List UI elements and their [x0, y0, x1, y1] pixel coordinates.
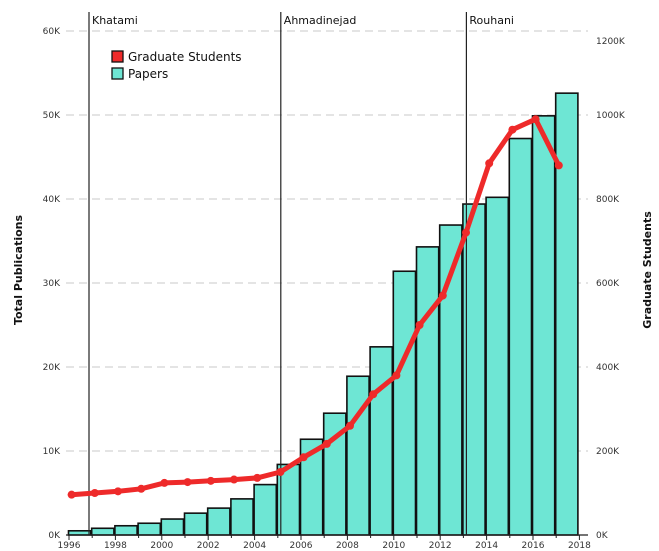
line-layer	[67, 115, 563, 499]
legend-label-graduate-students: Graduate Students	[128, 50, 242, 64]
y-axis-title: Total Publications	[12, 215, 25, 326]
point-graduate-students-1998	[114, 487, 122, 496]
bar-papers-2004	[253, 483, 278, 536]
point-graduate-students-2000	[160, 478, 169, 487]
bars-layer	[67, 92, 579, 536]
x-tick-label: 2004	[243, 541, 266, 551]
bar-papers-2010	[392, 270, 417, 536]
bar-papers-2002	[206, 507, 231, 536]
bar-papers-2017	[554, 92, 579, 536]
x-tick-label: 2000	[150, 541, 173, 551]
bar-papers-2009	[369, 346, 394, 536]
point-graduate-students-2010	[392, 371, 401, 380]
point-graduate-students-2012	[438, 291, 447, 300]
x-tick-label: 2016	[522, 541, 545, 551]
y-tick-label: 30K	[43, 279, 61, 289]
bar-papers-1999	[137, 522, 162, 536]
point-graduate-students-2014	[485, 159, 494, 168]
axes-layer: 0K 10K 20K 30K 40K 50K 60K 0K 200K 400K 600K 800K 10…	[43, 27, 626, 551]
bar-papers-2001	[183, 512, 208, 536]
x-tick-label: 2008	[336, 541, 359, 551]
y2-tick-label: 0K	[596, 531, 609, 541]
point-graduate-students-2016	[531, 115, 540, 124]
line-graduate-students	[69, 116, 562, 498]
y2-tick-label: 800K	[596, 195, 620, 205]
point-graduate-students-2008	[346, 421, 354, 430]
x-tick-label: 2018	[568, 541, 591, 551]
y2-tick-label: 1200K	[596, 37, 626, 47]
eras-layer: Khatami Ahmadinejad Rouhani	[88, 12, 514, 535]
point-graduate-students-1999	[137, 484, 146, 493]
y2-axis-title: Graduate Students	[641, 211, 654, 329]
x-tick-label: 1996	[58, 541, 81, 551]
point-graduate-students-2009	[369, 390, 378, 399]
y-tick-label: 60K	[43, 27, 61, 37]
point-graduate-students-1996	[67, 490, 76, 499]
y-tick-label: 0K	[48, 531, 61, 541]
y-tick-label: 10K	[43, 447, 61, 457]
bar-papers-2015	[508, 137, 533, 536]
bar-papers-2008	[346, 375, 370, 536]
x-tick-label: 2006	[290, 541, 313, 551]
x-tick-label: 1998	[104, 541, 127, 551]
point-graduate-students-2007	[322, 439, 331, 448]
y-tick-label: 40K	[43, 195, 61, 205]
bar-papers-2003	[230, 498, 254, 536]
x-tick-label: 2014	[475, 541, 498, 551]
point-graduate-students-1997	[90, 489, 99, 497]
y2-tick-label: 400K	[596, 363, 620, 373]
x-tick-label: 2010	[382, 541, 405, 551]
x-tick-label: 2002	[197, 541, 220, 551]
x-tick-label: 2012	[429, 541, 452, 551]
y2-tick-label: 600K	[596, 279, 620, 289]
bar-papers-1998	[114, 524, 138, 536]
bar-papers-2011	[415, 246, 440, 536]
era-label-khatami: Khatami	[92, 14, 138, 27]
era-label-ahmadinejad: Ahmadinejad	[284, 14, 357, 27]
y2-tick-label: 1000K	[596, 111, 626, 121]
legend-swatch-papers	[111, 67, 124, 80]
bar-papers-2014	[485, 196, 510, 536]
bar-papers-2000	[160, 518, 185, 536]
legend-label-papers: Papers	[128, 67, 168, 81]
point-graduate-students-2017	[554, 161, 563, 170]
point-graduate-students-2003	[230, 475, 238, 484]
point-graduate-students-2006	[299, 453, 308, 462]
point-graduate-students-2013	[462, 228, 470, 237]
point-graduate-students-2004	[253, 473, 262, 482]
era-label-rouhani: Rouhani	[469, 14, 514, 27]
y-tick-label: 50K	[43, 111, 61, 121]
bar-papers-1997	[90, 527, 115, 536]
point-graduate-students-2002	[206, 476, 215, 485]
point-graduate-students-2005	[276, 468, 285, 476]
y-tick-label: 20K	[43, 363, 61, 373]
bar-papers-2016	[531, 115, 556, 536]
legend-swatch-graduate-students	[111, 50, 124, 63]
point-graduate-students-2015	[508, 125, 517, 134]
bar-papers-1996	[67, 529, 92, 536]
point-graduate-students-2001	[183, 478, 192, 487]
legend: Graduate Students Papers	[111, 50, 242, 81]
point-graduate-students-2011	[415, 321, 424, 329]
y2-tick-label: 200K	[596, 447, 620, 457]
